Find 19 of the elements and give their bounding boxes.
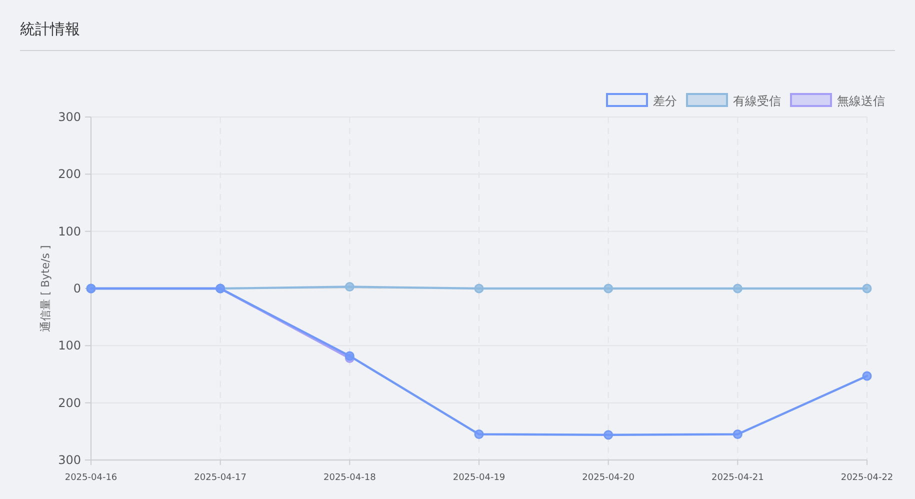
y-tick-label: 200: [58, 396, 81, 410]
x-tick-label: 2025-04-16: [64, 473, 118, 483]
chart-title: 統計情報: [20, 20, 80, 38]
y-axis-title: 通信量 [ Byte/s ]: [39, 245, 52, 332]
legend-label: 無線送信: [837, 94, 885, 108]
legend-label: 差分: [653, 94, 677, 108]
legend-label: 有線受信: [733, 94, 781, 108]
y-tick-label: 300: [58, 453, 81, 467]
x-tick-label: 2025-04-20: [582, 473, 635, 483]
y-tick-label: 200: [58, 167, 81, 182]
x-tick-label: 2025-04-17: [194, 473, 246, 483]
x-tick-label: 2025-04-19: [452, 473, 506, 483]
x-tick-label: 2025-04-21: [712, 473, 764, 483]
y-tick-label: 100: [58, 338, 81, 353]
y-tick-label: 300: [58, 110, 81, 124]
x-tick-label: 2025-04-18: [324, 473, 376, 483]
y-tick-label: 0: [73, 282, 81, 296]
x-tick-label: 2025-04-22: [840, 473, 894, 483]
y-tick-label: 100: [58, 224, 81, 238]
